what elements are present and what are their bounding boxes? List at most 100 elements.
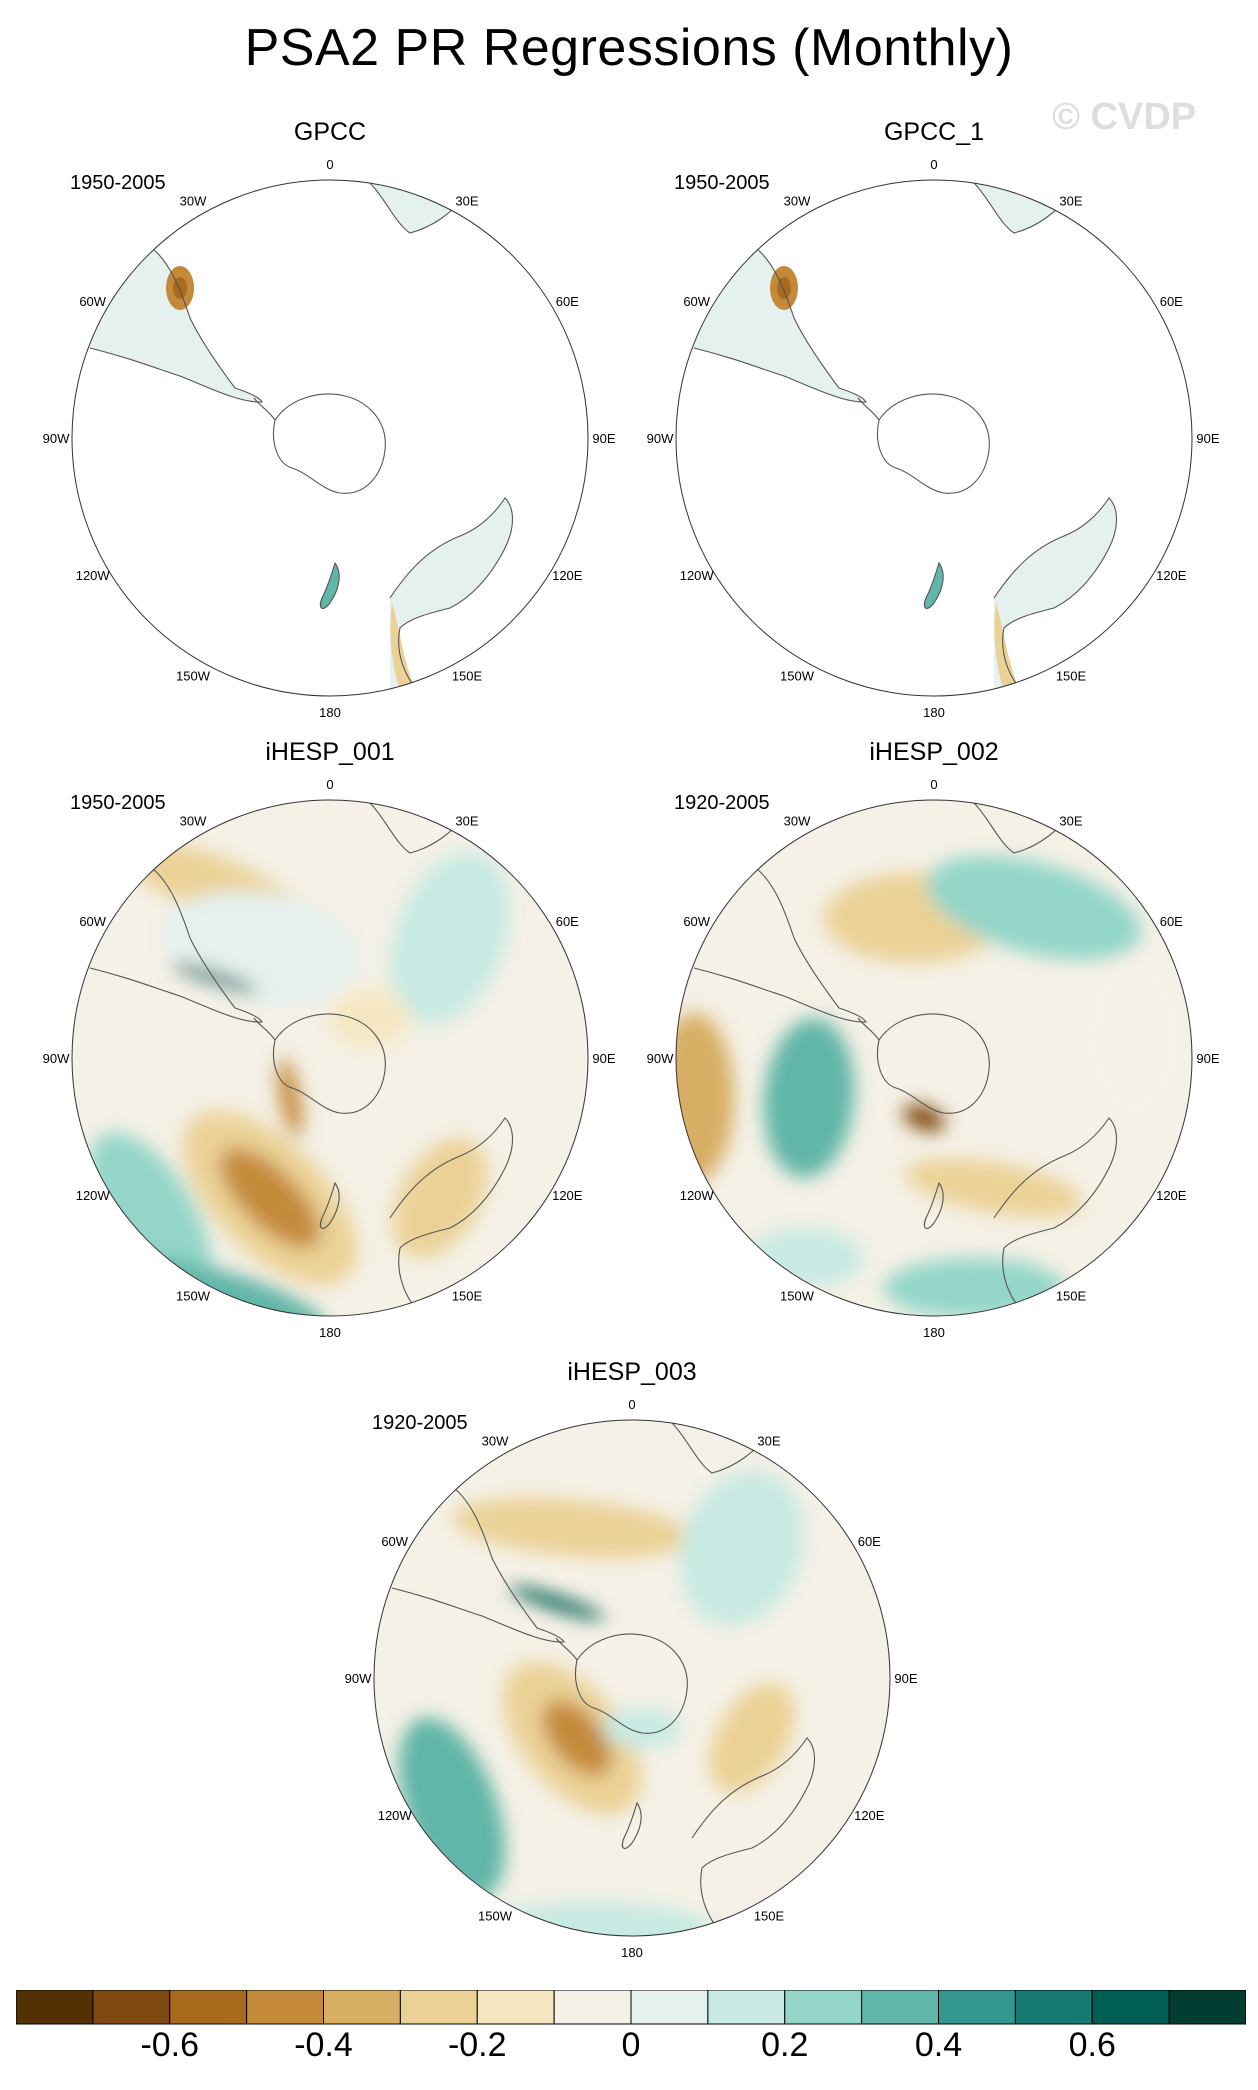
colorbar-swatch	[1168, 1990, 1246, 2025]
longitude-label: 90E	[592, 431, 615, 446]
longitude-label: 120W	[680, 1188, 715, 1203]
longitude-label: 60W	[683, 294, 710, 309]
colorbar-swatch	[861, 1990, 939, 2025]
map-panel-gpcc-1: GPCC_1 1950-2005 0 30E 60E 90E 120E 150E 180 15…	[634, 118, 1234, 738]
colorbar-tick-label: -0.4	[294, 2026, 353, 2064]
colorbar-swatch	[1091, 1990, 1170, 2025]
dry-core-ross	[902, 1104, 946, 1132]
dry-anomaly-indian	[392, 1138, 488, 1258]
polar-map: 0 30E 60E 90E 120E 150E 180 150W 120W 90W 60W 30W	[345, 1397, 918, 1960]
longitude-label: 150W	[478, 1908, 513, 1923]
colorbar-tick-label: 0.4	[914, 2026, 963, 2064]
longitude-label: 150E	[1056, 1288, 1087, 1303]
longitude-label: 180	[923, 1325, 945, 1340]
new-zealand-wet-anomaly	[320, 563, 340, 609]
longitude-label: 90E	[1196, 431, 1219, 446]
longitude-label: 150W	[176, 1288, 211, 1303]
dry-core-amundsen	[219, 1147, 321, 1249]
colorbar-tick-label: -0.6	[140, 2026, 200, 2064]
colorbar-swatch	[323, 1990, 401, 2025]
map-panel-ihesp-002: iHESP_002 1920-2005 0 30E 60E 90E 120E 150E 18…	[634, 738, 1234, 1358]
new-zealand-wet-anomaly	[924, 563, 944, 609]
longitude-label: 30W	[180, 194, 207, 209]
dry-streak-peninsula	[277, 1058, 303, 1138]
wet-anomaly-south-indian	[679, 1470, 805, 1626]
longitude-label: 180	[923, 705, 945, 720]
wet-streak-drake	[509, 1586, 605, 1620]
longitude-label: 120E	[854, 1808, 885, 1823]
panel-title: GPCC_1	[883, 118, 985, 146]
map-frame	[675, 799, 1193, 1317]
south-america-coastline	[89, 247, 263, 403]
polar-map: 0 30E 60E 90E 120E 150E 180 150W 120W 90W 60W 30W	[647, 157, 1220, 720]
dry-band-south	[905, 1158, 1083, 1218]
longitude-label: 0	[930, 157, 937, 172]
colorbar-swatch	[938, 1990, 1016, 2025]
antarctica-coastline	[273, 1013, 386, 1114]
antarctica-coastline	[877, 393, 990, 494]
longitude-label: 90E	[592, 1051, 615, 1066]
wet-anomaly-indian	[927, 856, 1141, 960]
australia-coastline	[993, 1117, 1118, 1314]
figure-title: PSA2 PR Regressions (Monthly)	[244, 19, 1014, 77]
antarctica-coastline	[273, 393, 386, 494]
longitude-label: 0	[628, 1397, 635, 1412]
map-panel-ihesp-001: iHESP_001 1950-2005 0 30E 60E 90E 120E 150E 18…	[30, 738, 630, 1358]
map-frame	[71, 179, 589, 697]
longitude-label: 60E	[556, 294, 579, 309]
polar-map: 0 30E 60E 90E 120E 150E 180 150W 120W 90W 60W 30W	[43, 777, 616, 1340]
longitude-label: 30W	[482, 1434, 509, 1449]
longitude-label: 60E	[1160, 914, 1183, 929]
colorbar-tick-label: 0.2	[761, 2026, 809, 2064]
australia-coastline	[691, 1737, 816, 1934]
australia-land	[994, 498, 1117, 696]
longitude-label: 30W	[180, 814, 207, 829]
longitude-label: 120W	[76, 568, 111, 583]
longitude-label: 60W	[381, 1534, 408, 1549]
period-label: 1950-2005	[70, 172, 166, 194]
south-america-coastline	[89, 867, 263, 1023]
new-zealand-coastline	[923, 1181, 944, 1229]
longitude-label: 150W	[780, 1288, 815, 1303]
longitude-label: 180	[621, 1945, 643, 1960]
australia-coastline	[389, 1117, 514, 1314]
australia-coastline	[389, 497, 514, 694]
longitude-label: 60E	[556, 914, 579, 929]
longitude-label: 90W	[345, 1671, 372, 1686]
longitude-label: 90W	[43, 1051, 70, 1066]
antarctic-peninsula-coastline	[857, 397, 880, 421]
colorbar-swatch	[246, 1990, 324, 2025]
panel-title: iHESP_001	[265, 738, 395, 766]
map-frame	[675, 179, 1193, 697]
south-america-coastline	[693, 867, 867, 1023]
map-frame	[373, 1419, 891, 1937]
dry-core-amundsen	[542, 1699, 612, 1777]
south-america-coastline	[391, 1487, 565, 1643]
colorbar-swatch	[92, 1990, 171, 2025]
longitude-label: 0	[930, 777, 937, 792]
cvdp-watermark: © CVDP	[1052, 96, 1197, 138]
longitude-label: 150W	[780, 668, 815, 683]
longitude-label: 60W	[683, 914, 710, 929]
wet-anomaly-drake	[763, 1018, 855, 1178]
australia-land	[390, 498, 513, 696]
longitude-label: 90E	[894, 1671, 917, 1686]
period-label: 1920-2005	[372, 1412, 468, 1434]
colorbar-swatch	[16, 1990, 94, 2025]
colorbar-tick-label: 0.6	[1068, 2026, 1116, 2064]
colorbar-swatch	[476, 1990, 555, 2025]
wet-streak-drake	[172, 962, 258, 994]
longitude-label: 150E	[452, 1288, 483, 1303]
panel-title: iHESP_003	[567, 1358, 697, 1386]
colorbar-tick-label: 0	[621, 2026, 641, 2064]
antarctic-peninsula-coastline	[253, 397, 276, 421]
longitude-label: 30E	[455, 814, 478, 829]
longitude-label: 90W	[647, 1051, 674, 1066]
longitude-label: 150E	[452, 668, 483, 683]
colorbar	[16, 1990, 1246, 2025]
colorbar-swatch	[784, 1990, 863, 2025]
longitude-label: 180	[319, 1325, 341, 1340]
longitude-label: 30W	[784, 194, 811, 209]
new-zealand-coastline	[923, 561, 944, 609]
polar-map: 0 30E 60E 90E 120E 150E 180 150W 120W 90W 60W 30W	[43, 157, 616, 720]
